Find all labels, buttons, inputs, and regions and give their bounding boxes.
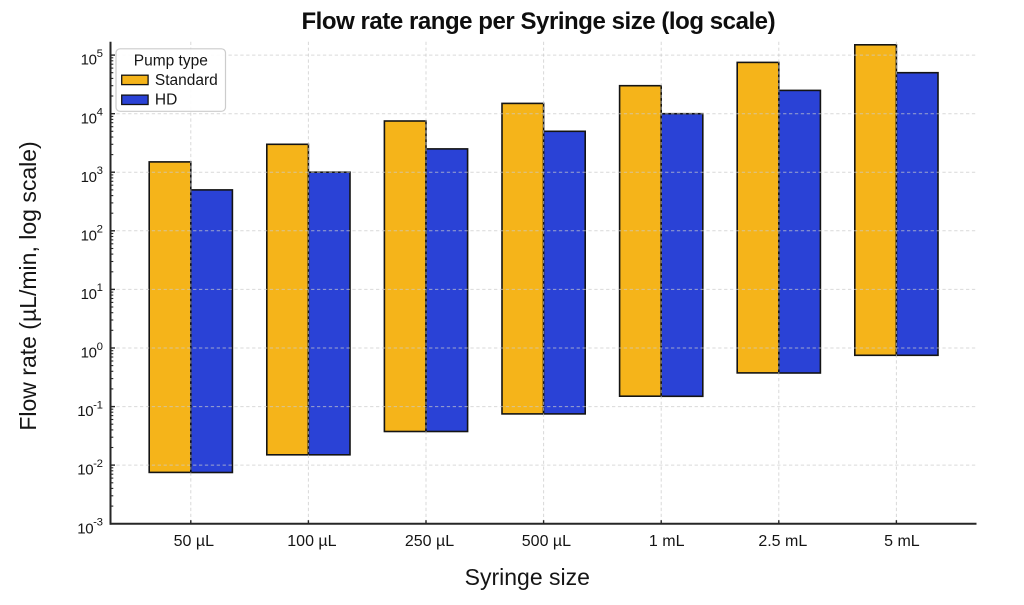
svg-text:100 µL: 100 µL (287, 533, 336, 550)
svg-text:2.5 mL: 2.5 mL (758, 533, 807, 550)
svg-text:Standard: Standard (155, 72, 218, 89)
svg-text:50 µL: 50 µL (174, 533, 214, 550)
svg-text:5 mL: 5 mL (884, 533, 920, 550)
svg-text:250 µL: 250 µL (405, 533, 454, 550)
svg-text:HD: HD (155, 92, 177, 109)
svg-text:Flow rate (µL/min, log scale): Flow rate (µL/min, log scale) (15, 141, 41, 430)
svg-text:1 mL: 1 mL (649, 533, 685, 550)
svg-text:Pump type: Pump type (134, 53, 208, 70)
svg-text:500 µL: 500 µL (522, 533, 571, 550)
svg-text:Flow rate range per Syringe si: Flow rate range per Syringe size (log sc… (301, 8, 775, 35)
svg-text:Syringe size: Syringe size (465, 564, 590, 590)
